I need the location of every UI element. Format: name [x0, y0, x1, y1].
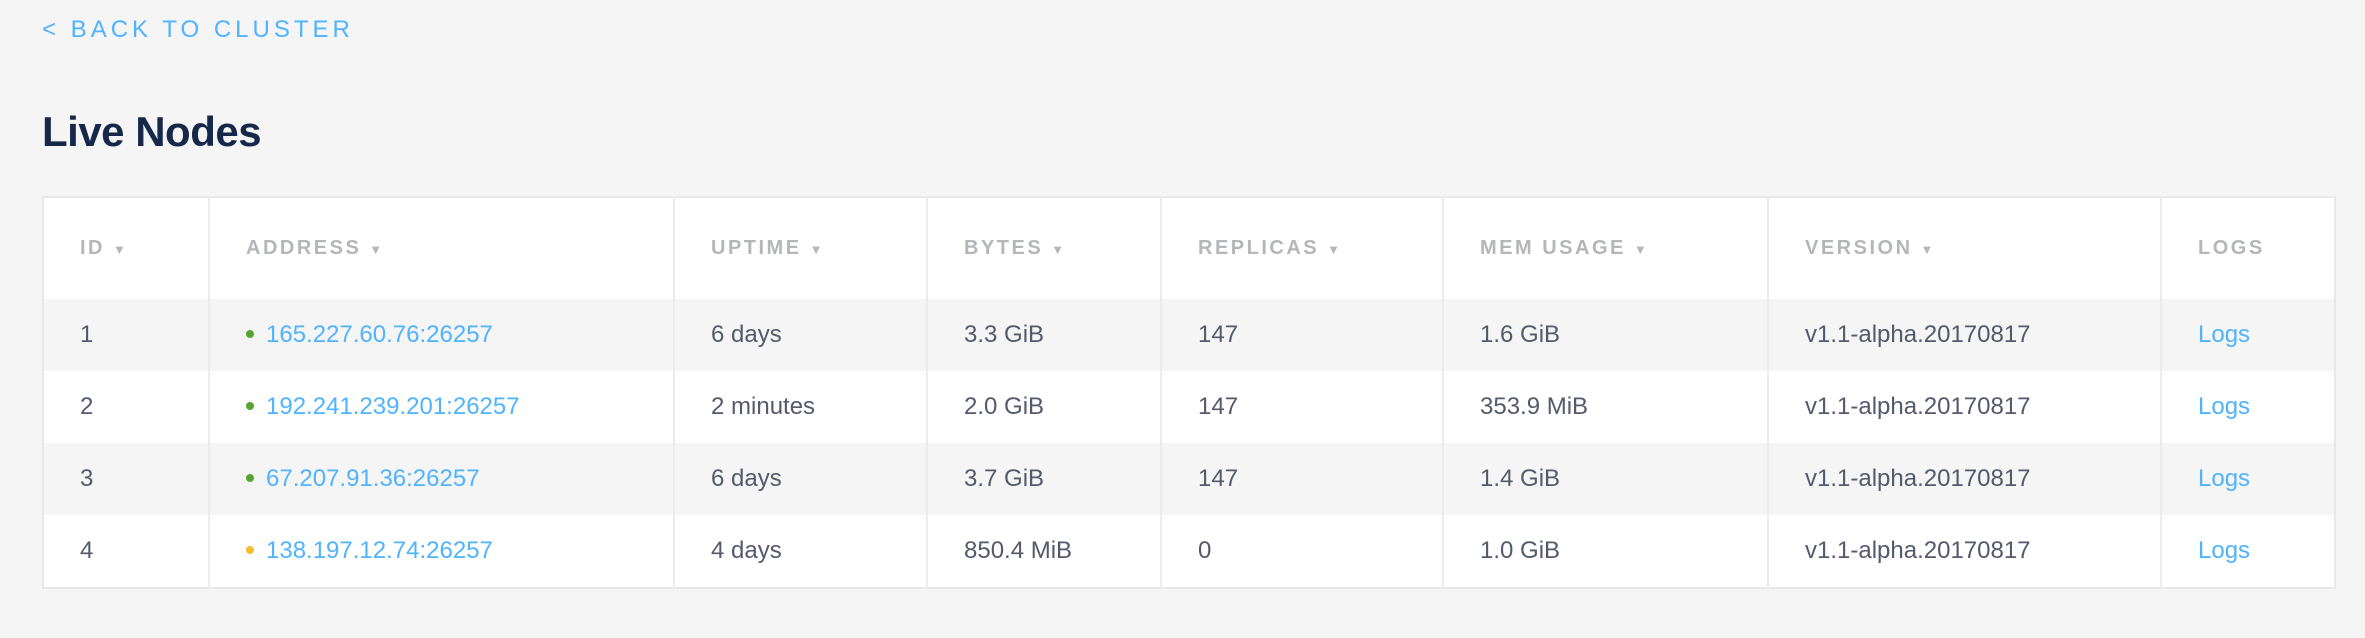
cell-value: 6 days: [711, 465, 782, 492]
column-header-label: UPTIME: [711, 237, 802, 259]
cell-bytes: 3.3 GiB: [926, 299, 1161, 371]
cell-value: 0: [1198, 537, 1212, 564]
cell-value: 147: [1198, 393, 1239, 420]
sort-arrow-icon[interactable]: ▼: [1633, 242, 1647, 257]
status-healthy-dot-icon: [246, 401, 254, 410]
sort-arrow-icon[interactable]: ▼: [369, 242, 383, 257]
cell-version: v1.1-alpha.20170817: [1767, 515, 2161, 588]
column-header-label: ID: [80, 237, 105, 259]
column-header-label: REPLICAS: [1198, 237, 1320, 259]
cell-bytes: 2.0 GiB: [926, 371, 1161, 443]
cell-bytes: 3.7 GiB: [926, 443, 1161, 515]
table-row: 2 192.241.239.201:26257 2 minutes 2.0 GiB 14…: [43, 371, 2335, 443]
cell-version: v1.1-alpha.20170817: [1767, 371, 2161, 443]
cell-value: 6 days: [711, 321, 782, 348]
cell-value: 4: [80, 537, 94, 564]
sort-arrow-icon[interactable]: ▼: [1327, 242, 1340, 257]
cell-id: 1: [43, 299, 209, 371]
cell-uptime: 6 days: [673, 299, 927, 371]
cell-uptime: 6 days: [673, 443, 927, 515]
node-address-link[interactable]: 192.241.239.201:26257: [266, 393, 520, 420]
live-nodes-table: ID ▼ ADDRESS ▼ UPTIME ▼ BYTES ▼ REPLICAS ▼ MEM USA…: [42, 196, 2336, 589]
cell-address: 138.197.12.74:26257: [208, 515, 674, 588]
column-header-address[interactable]: ADDRESS ▼: [208, 197, 674, 299]
status-warning-dot-icon: [246, 545, 254, 554]
column-header-id[interactable]: ID ▼: [43, 197, 209, 299]
cell-logs: Logs: [2160, 443, 2335, 515]
cell-value: 147: [1198, 465, 1239, 492]
cell-address: 67.207.91.36:26257: [208, 443, 674, 515]
cell-version: v1.1-alpha.20170817: [1767, 443, 2161, 515]
logs-link[interactable]: Logs: [2198, 393, 2251, 420]
cell-value: 1: [80, 321, 94, 348]
column-header-mem-usage[interactable]: MEM USAGE ▼: [1442, 197, 1768, 299]
cell-mem: 1.0 GiB: [1442, 515, 1768, 588]
node-address-link[interactable]: 165.227.60.76:26257: [266, 321, 493, 348]
cell-address: 165.227.60.76:26257: [208, 299, 674, 371]
cell-value: 2: [80, 393, 94, 420]
cell-value: v1.1-alpha.20170817: [1805, 537, 2031, 564]
cell-uptime: 2 minutes: [673, 371, 927, 443]
cell-value: 2.0 GiB: [964, 393, 1045, 420]
cell-value: v1.1-alpha.20170817: [1805, 321, 2031, 348]
back-to-cluster-link[interactable]: < BACK TO CLUSTER: [42, 16, 354, 43]
cell-bytes: 850.4 MiB: [926, 515, 1161, 588]
cell-value: 3.3 GiB: [964, 321, 1045, 348]
cell-value: 4 days: [711, 537, 782, 564]
cell-value: 3: [80, 465, 94, 492]
cell-logs: Logs: [2160, 515, 2335, 588]
cell-uptime: 4 days: [673, 515, 927, 588]
cell-replicas: 0: [1160, 515, 1443, 588]
cell-value: 1.0 GiB: [1480, 537, 1561, 564]
sort-arrow-icon[interactable]: ▼: [809, 242, 823, 257]
cell-id: 3: [43, 443, 209, 515]
column-header-label: MEM USAGE: [1480, 237, 1626, 259]
cell-value: 2 minutes: [711, 393, 816, 420]
status-healthy-dot-icon: [246, 473, 254, 482]
column-header-label: LOGS: [2198, 237, 2265, 259]
cell-value: 1.4 GiB: [1480, 465, 1561, 492]
cell-mem: 1.4 GiB: [1442, 443, 1768, 515]
column-header-replicas[interactable]: REPLICAS ▼: [1160, 197, 1443, 299]
cell-value: 1.6 GiB: [1480, 321, 1561, 348]
node-address-link[interactable]: 138.197.12.74:26257: [266, 537, 493, 564]
table-row: 4 138.197.12.74:26257 4 days 850.4 MiB 0 1.0 …: [43, 515, 2335, 588]
column-header-label: ADDRESS: [246, 237, 362, 259]
sort-arrow-icon[interactable]: ▼: [1920, 242, 1934, 257]
cell-value: 353.9 MiB: [1480, 393, 1589, 420]
cell-value: 3.7 GiB: [964, 465, 1045, 492]
cell-version: v1.1-alpha.20170817: [1767, 299, 2161, 371]
cell-value: 850.4 MiB: [964, 537, 1073, 564]
column-header-logs: LOGS: [2160, 197, 2335, 299]
column-header-uptime[interactable]: UPTIME ▼: [673, 197, 927, 299]
logs-link[interactable]: Logs: [2198, 537, 2251, 564]
table-row: 1 165.227.60.76:26257 6 days 3.3 GiB 147 1.6 …: [43, 299, 2335, 371]
column-header-label: BYTES: [964, 237, 1044, 259]
table-header-row: ID ▼ ADDRESS ▼ UPTIME ▼ BYTES ▼ REPLICAS ▼ MEM USA…: [43, 197, 2335, 299]
cell-mem: 1.6 GiB: [1442, 299, 1768, 371]
page-title: Live Nodes: [42, 108, 262, 155]
sort-arrow-icon[interactable]: ▼: [113, 242, 126, 257]
column-header-label: VERSION: [1805, 237, 1913, 259]
table-row: 3 67.207.91.36:26257 6 days 3.7 GiB 147 1.4 G…: [43, 443, 2335, 515]
cell-replicas: 147: [1160, 443, 1443, 515]
cell-mem: 353.9 MiB: [1442, 371, 1768, 443]
status-healthy-dot-icon: [246, 329, 254, 338]
sort-arrow-icon[interactable]: ▼: [1051, 242, 1065, 257]
logs-link[interactable]: Logs: [2198, 465, 2251, 492]
cell-value: v1.1-alpha.20170817: [1805, 465, 2031, 492]
cell-value: 147: [1198, 321, 1239, 348]
cell-logs: Logs: [2160, 299, 2335, 371]
cell-replicas: 147: [1160, 371, 1443, 443]
column-header-bytes[interactable]: BYTES ▼: [926, 197, 1161, 299]
cell-address: 192.241.239.201:26257: [208, 371, 674, 443]
cell-logs: Logs: [2160, 371, 2335, 443]
column-header-version[interactable]: VERSION ▼: [1767, 197, 2161, 299]
cell-id: 2: [43, 371, 209, 443]
cell-value: v1.1-alpha.20170817: [1805, 393, 2031, 420]
node-address-link[interactable]: 67.207.91.36:26257: [266, 465, 480, 492]
logs-link[interactable]: Logs: [2198, 321, 2251, 348]
cell-id: 4: [43, 515, 209, 588]
cell-replicas: 147: [1160, 299, 1443, 371]
